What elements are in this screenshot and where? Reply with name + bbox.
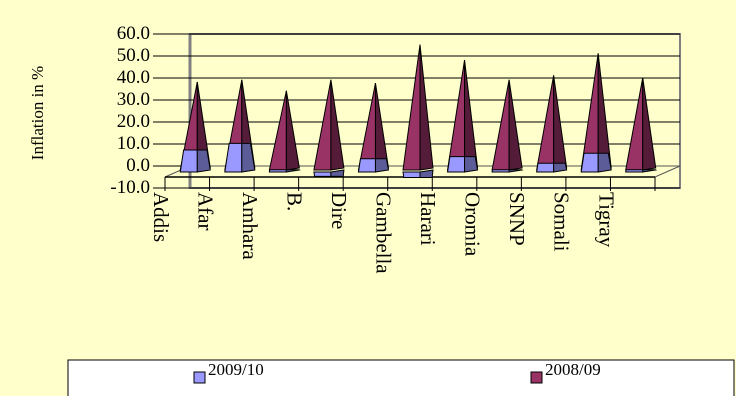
y-tick-label: 0.0 [126,155,150,176]
x-category-label: Harari [416,192,440,246]
y-tick-label: 10.0 [117,133,150,154]
legend-swatch [193,371,206,384]
bar-2008-09-oromia [491,79,523,171]
legend-label: 2008/09 [545,360,601,379]
bar-face-left [402,171,421,178]
bar-face-left [446,59,466,171]
bar-face-left [402,44,421,171]
bar-face-left [625,77,644,171]
bar-face-right [553,75,568,171]
bar-face-right [464,156,479,173]
bar-2009-10-afar [224,142,256,173]
y-axis-label: Inflation in % [28,66,47,160]
bar-2008-09-b [313,79,345,171]
x-category-label: Afar [193,192,217,230]
bar-face-left [357,158,376,173]
bar-face-left [536,162,555,173]
bar-face-left [357,83,376,171]
bar-face-right [642,169,658,173]
y-tick-label: 60.0 [117,23,150,44]
bar-2009-10-snnp [536,162,568,173]
bar-face-left [224,142,243,173]
bar-face-right [597,53,612,171]
bar-face-right [419,169,434,178]
bar-face-left [580,152,599,173]
bar-2009-10-amhara [268,169,301,173]
bar-2008-09-tigray [625,77,657,171]
bar-2009-10-tigray [625,169,658,173]
bar-face-right [553,162,568,173]
bar-2009-10-addis [179,149,211,173]
x-category-label: Tigray [594,192,618,248]
bar-face-right [508,79,523,171]
bar-2009-10-dire [357,158,390,173]
bar-face-left [491,169,510,173]
bar-face-right [241,142,256,173]
bar-face-left [446,156,466,173]
x-category-label: Oromia [461,192,485,257]
bar-2009-10-harari [446,156,479,173]
bar-face-left [491,79,510,171]
bar-2009-10-oromia [491,169,524,173]
bar-face-right [285,90,300,171]
bar-face-left [313,79,332,171]
bar-face-left [536,75,555,171]
bar-face-right [508,169,524,173]
x-category-label: SNNP [505,192,529,246]
bar-2009-10-somali [580,152,612,173]
bar-face-left [268,169,287,173]
legend-box [67,359,735,396]
y-tick-label: 20.0 [117,111,150,132]
bar-2008-09-dire [357,83,390,171]
bar-face-left [625,169,644,173]
legend: 2009/10 2008/09 [67,359,735,396]
bar-face-right [330,79,345,171]
bar-face-right [464,59,479,171]
bar-face-left [179,149,198,173]
x-category-label: Addis [149,192,173,242]
bar-2009-10-b [313,169,345,177]
bar-face-right [374,158,390,173]
legend-label: 2009/10 [208,360,264,379]
bar-face-right [285,169,301,173]
y-tick-label: 40.0 [117,67,150,88]
bar-2008-09-somali [580,53,612,171]
x-category-label: B. [282,192,306,211]
bar-2008-09-amhara [268,90,300,171]
bar-face-left [268,90,287,171]
x-category-label: Amhara [238,192,262,260]
bar-face-left [580,53,599,171]
y-tick-label: -10.0 [110,177,150,198]
y-tick-label: 50.0 [117,45,150,66]
bar-face-left [313,171,332,177]
bar-face-right [196,149,211,173]
x-category-label: Dire [327,192,351,229]
y-tick-label: 30.0 [117,89,150,110]
bar-2008-09-snnp [536,75,568,171]
bar-2008-09-harari [446,59,479,171]
legend-swatch [530,371,543,384]
bar-2008-09-addis [179,81,211,171]
bar-face-right [330,169,345,177]
bar-face-right [597,152,612,173]
x-category-label: Somali [550,192,574,252]
x-category-label: Gambella [372,192,396,274]
bar-2009-10-gambella [402,169,434,178]
bar-face-right [374,83,390,171]
bar-2008-09-gambella [402,44,434,171]
bar-face-right [419,44,434,171]
bar-face-right [642,77,657,171]
